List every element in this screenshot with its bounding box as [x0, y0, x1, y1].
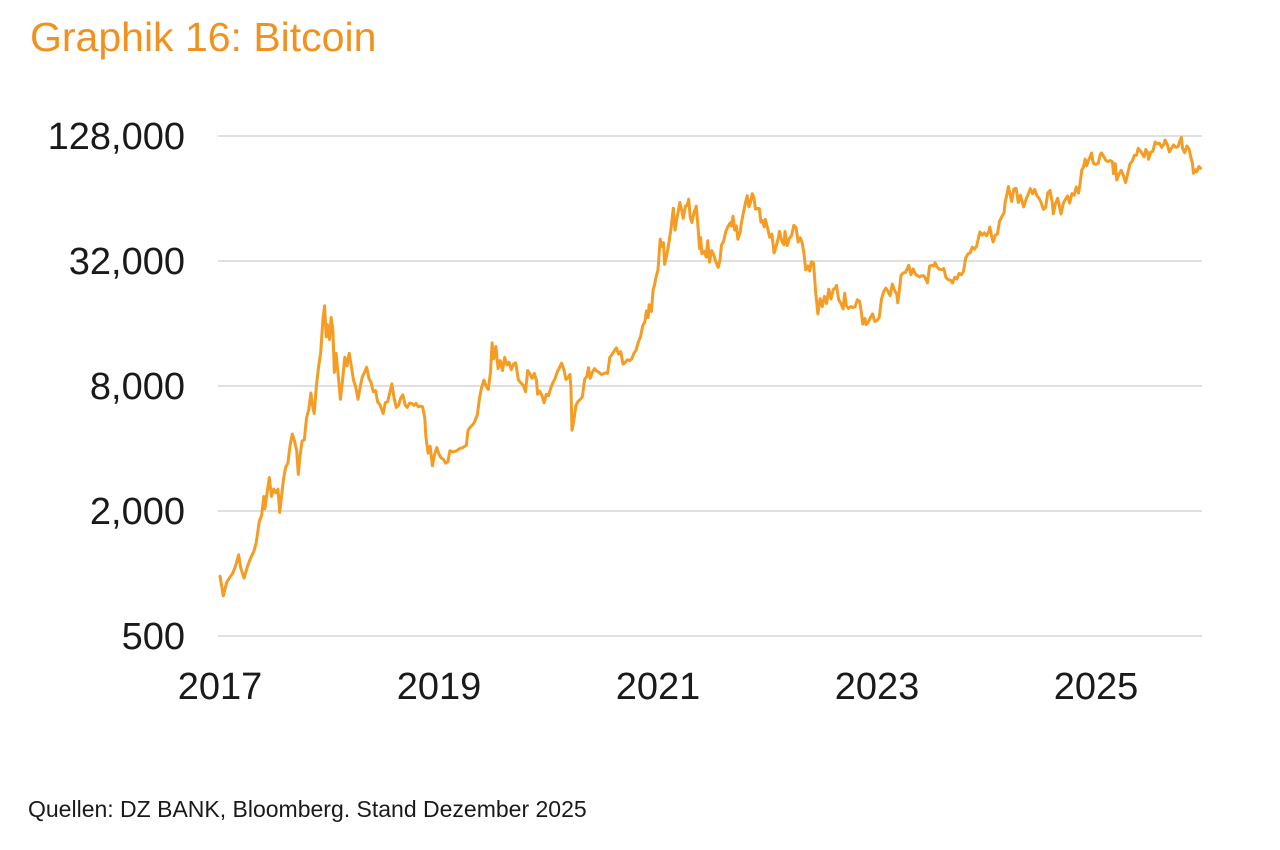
y-tick-label: 32,000 [69, 241, 185, 283]
x-tick-label: 2023 [835, 666, 920, 708]
x-tick-label: 2019 [397, 666, 482, 708]
source-note: Quellen: DZ BANK, Bloomberg. Stand Dezem… [28, 796, 587, 822]
x-tick-label: 2025 [1054, 666, 1139, 708]
x-tick-label: 2021 [616, 666, 701, 708]
chart-title: Graphik 16: Bitcoin [30, 14, 377, 60]
y-tick-label: 128,000 [48, 116, 185, 158]
y-tick-label: 500 [122, 616, 185, 658]
x-tick-label: 2017 [178, 666, 263, 708]
price-line [218, 135, 1203, 598]
y-tick-label: 2,000 [90, 491, 185, 533]
y-tick-label: 8,000 [90, 366, 185, 408]
